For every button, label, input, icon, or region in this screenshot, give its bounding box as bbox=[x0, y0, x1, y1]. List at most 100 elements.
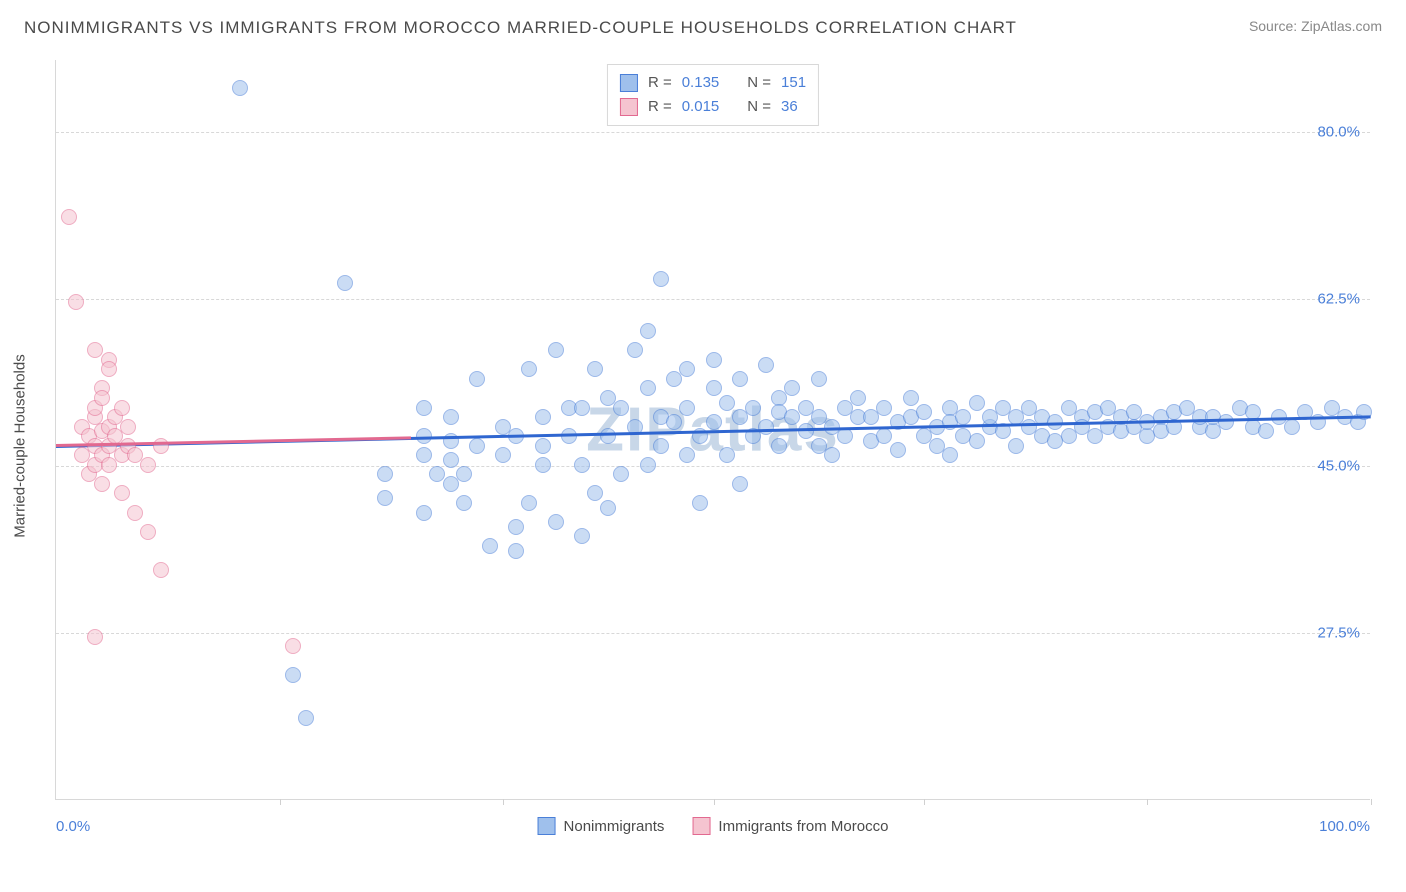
legend-label: Nonimmigrants bbox=[564, 818, 665, 835]
data-point bbox=[719, 447, 735, 463]
data-point bbox=[561, 428, 577, 444]
data-point bbox=[443, 409, 459, 425]
data-point bbox=[87, 629, 103, 645]
data-point bbox=[508, 543, 524, 559]
data-point bbox=[732, 371, 748, 387]
data-point bbox=[508, 519, 524, 535]
x-tick bbox=[714, 799, 715, 805]
data-point bbox=[876, 428, 892, 444]
legend-swatch bbox=[692, 817, 710, 835]
data-point bbox=[548, 342, 564, 358]
y-tick-label: 45.0% bbox=[1317, 457, 1360, 474]
data-point bbox=[758, 419, 774, 435]
data-point bbox=[969, 395, 985, 411]
gridline bbox=[56, 132, 1370, 133]
data-point bbox=[495, 447, 511, 463]
data-point bbox=[955, 409, 971, 425]
data-point bbox=[916, 404, 932, 420]
scatter-plot: ZIPatlas R =0.135N =151R =0.015N =36 0.0… bbox=[55, 60, 1370, 800]
data-point bbox=[942, 447, 958, 463]
legend-item: Nonimmigrants bbox=[538, 817, 665, 835]
data-point bbox=[640, 323, 656, 339]
data-point bbox=[1218, 414, 1234, 430]
series-legend: Nonimmigrants Immigrants from Morocco bbox=[538, 817, 889, 835]
legend-swatch bbox=[620, 74, 638, 92]
data-point bbox=[653, 271, 669, 287]
data-point bbox=[416, 400, 432, 416]
data-point bbox=[692, 495, 708, 511]
data-point bbox=[679, 447, 695, 463]
data-point bbox=[653, 438, 669, 454]
legend-label: Immigrants from Morocco bbox=[718, 818, 888, 835]
r-label: R = bbox=[648, 95, 672, 119]
data-point bbox=[61, 209, 77, 225]
data-point bbox=[706, 414, 722, 430]
y-tick-label: 80.0% bbox=[1317, 123, 1360, 140]
y-tick-label: 62.5% bbox=[1317, 290, 1360, 307]
data-point bbox=[377, 490, 393, 506]
data-point bbox=[68, 294, 84, 310]
data-point bbox=[285, 638, 301, 654]
x-axis-min-label: 0.0% bbox=[56, 818, 90, 835]
data-point bbox=[114, 400, 130, 416]
data-point bbox=[600, 428, 616, 444]
data-point bbox=[640, 457, 656, 473]
data-point bbox=[745, 400, 761, 416]
y-axis-label: Married-couple Households bbox=[12, 354, 29, 537]
x-tick bbox=[503, 799, 504, 805]
data-point bbox=[732, 476, 748, 492]
data-point bbox=[587, 485, 603, 501]
x-tick bbox=[280, 799, 281, 805]
n-label: N = bbox=[747, 95, 771, 119]
data-point bbox=[232, 80, 248, 96]
r-label: R = bbox=[648, 71, 672, 95]
data-point bbox=[416, 505, 432, 521]
data-point bbox=[824, 447, 840, 463]
gridline bbox=[56, 633, 1370, 634]
data-point bbox=[679, 361, 695, 377]
legend-item: Immigrants from Morocco bbox=[692, 817, 888, 835]
data-point bbox=[521, 361, 537, 377]
x-tick bbox=[1147, 799, 1148, 805]
data-point bbox=[613, 466, 629, 482]
r-value: 0.135 bbox=[682, 71, 720, 95]
data-point bbox=[456, 495, 472, 511]
data-point bbox=[719, 395, 735, 411]
page-title: NONIMMIGRANTS VS IMMIGRANTS FROM MOROCCO… bbox=[24, 18, 1017, 38]
data-point bbox=[758, 357, 774, 373]
data-point bbox=[114, 485, 130, 501]
stats-row: R =0.015N =36 bbox=[620, 95, 806, 119]
data-point bbox=[784, 380, 800, 396]
y-tick-label: 27.5% bbox=[1317, 624, 1360, 641]
data-point bbox=[469, 371, 485, 387]
data-point bbox=[679, 400, 695, 416]
stats-legend: R =0.135N =151R =0.015N =36 bbox=[607, 64, 819, 126]
data-point bbox=[706, 380, 722, 396]
data-point bbox=[443, 452, 459, 468]
n-label: N = bbox=[747, 71, 771, 95]
data-point bbox=[890, 442, 906, 458]
data-point bbox=[535, 438, 551, 454]
data-point bbox=[666, 414, 682, 430]
data-point bbox=[548, 514, 564, 530]
data-point bbox=[377, 466, 393, 482]
legend-swatch bbox=[620, 98, 638, 116]
data-point bbox=[521, 495, 537, 511]
x-tick bbox=[924, 799, 925, 805]
data-point bbox=[535, 457, 551, 473]
data-point bbox=[627, 342, 643, 358]
data-point bbox=[706, 352, 722, 368]
x-axis-max-label: 100.0% bbox=[1319, 818, 1370, 835]
data-point bbox=[153, 562, 169, 578]
data-point bbox=[574, 400, 590, 416]
data-point bbox=[482, 538, 498, 554]
data-point bbox=[298, 710, 314, 726]
data-point bbox=[127, 505, 143, 521]
source-label: Source: ZipAtlas.com bbox=[1249, 18, 1382, 34]
data-point bbox=[640, 380, 656, 396]
stats-row: R =0.135N =151 bbox=[620, 71, 806, 95]
data-point bbox=[535, 409, 551, 425]
data-point bbox=[101, 361, 117, 377]
data-point bbox=[1284, 419, 1300, 435]
data-point bbox=[876, 400, 892, 416]
